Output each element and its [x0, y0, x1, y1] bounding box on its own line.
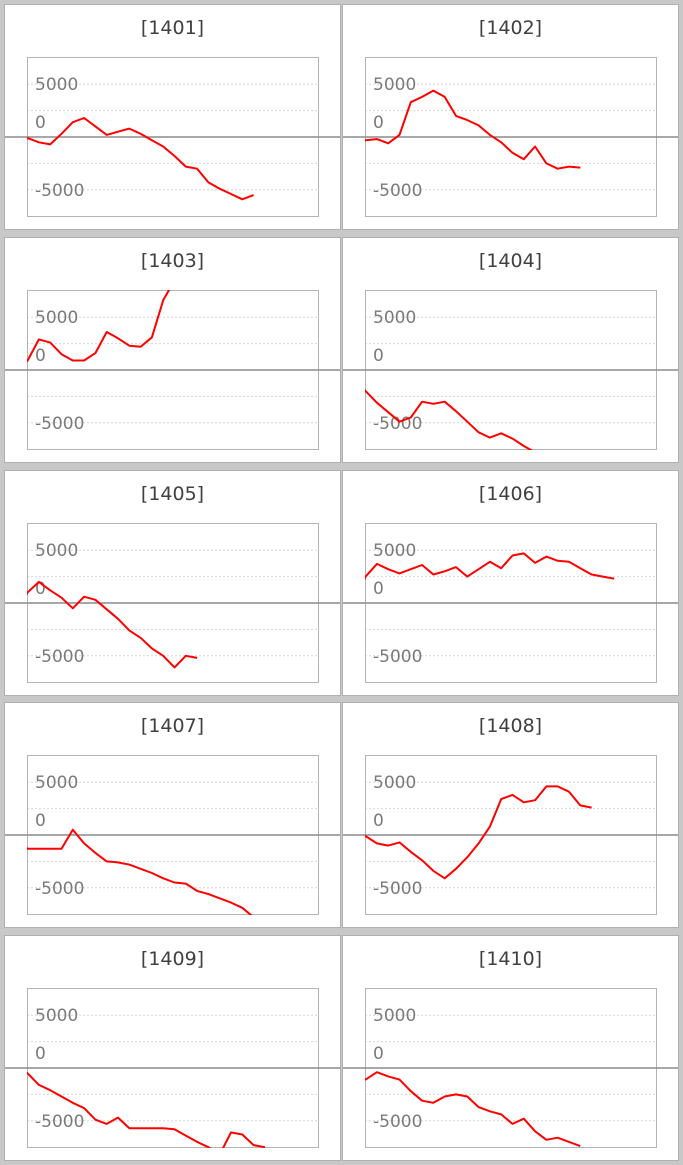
chart-panel: [1406] 5000 0 -5000: [342, 470, 679, 696]
y-tick-label: -5000: [35, 647, 84, 667]
chart-panel: [1404] 5000 0 -5000: [342, 237, 679, 463]
y-tick-label: 5000: [35, 308, 78, 328]
y-tick-label: 0: [373, 579, 384, 599]
line-chart: 5000 0 -5000: [5, 755, 340, 915]
series-line: [365, 785, 592, 880]
y-tick-label: -5000: [373, 1112, 422, 1132]
series-line: [365, 388, 534, 450]
chart-panel: [1405] 5000 0 -5000: [4, 470, 341, 696]
series-line: [365, 89, 581, 170]
chart-title: [1408]: [478, 715, 543, 737]
chart-title: [1402]: [478, 17, 543, 39]
series-line: [27, 580, 198, 669]
y-tick-label: 0: [35, 1044, 46, 1064]
series-line: [27, 117, 254, 201]
chart-title: [1404]: [478, 250, 543, 272]
y-tick-label: 5000: [373, 75, 416, 95]
line-chart: 5000 0 -5000: [343, 290, 678, 450]
line-chart: 5000 0 -5000: [5, 523, 340, 683]
y-tick-label: -5000: [373, 181, 422, 201]
y-tick-label: 0: [35, 346, 46, 366]
y-tick-label: 5000: [35, 541, 78, 561]
line-chart: 5000 0 -5000: [5, 988, 340, 1148]
chart-panel: [1402] 5000 0 -5000: [342, 4, 679, 230]
y-tick-label: -5000: [373, 879, 422, 899]
chart-panel: [1403] 5000 0 -5000: [4, 237, 341, 463]
series-line: [27, 1071, 266, 1148]
y-tick-label: 0: [35, 113, 46, 133]
y-tick-label: -5000: [35, 414, 84, 434]
chart-panel: [1410] 5000 0 -5000: [342, 935, 679, 1161]
chart-title: [1406]: [478, 483, 543, 505]
line-chart: 5000 0 -5000: [5, 290, 340, 450]
y-tick-label: 5000: [35, 773, 78, 793]
line-chart: 5000 0 -5000: [343, 755, 678, 915]
series-line: [365, 552, 615, 581]
y-tick-label: 5000: [373, 308, 416, 328]
chart-title: [1410]: [478, 948, 543, 970]
line-chart: 5000 0 -5000: [343, 57, 678, 217]
chart-title: [1409]: [140, 948, 205, 970]
y-tick-label: 0: [373, 1044, 384, 1064]
y-tick-label: -5000: [35, 1112, 84, 1132]
y-tick-label: 5000: [35, 1006, 78, 1026]
y-tick-label: 5000: [35, 75, 78, 95]
line-chart: 5000 0 -5000: [343, 988, 678, 1148]
line-chart: 5000 0 -5000: [5, 57, 340, 217]
chart-title: [1407]: [140, 715, 205, 737]
y-tick-label: -5000: [373, 647, 422, 667]
y-tick-label: 5000: [373, 773, 416, 793]
y-tick-label: -5000: [35, 181, 84, 201]
line-chart: 5000 0 -5000: [343, 523, 678, 683]
y-tick-label: 0: [373, 811, 384, 831]
chart-panel: [1407] 5000 0 -5000: [4, 702, 341, 928]
series-line: [365, 1071, 581, 1148]
chart-panel: [1408] 5000 0 -5000: [342, 702, 679, 928]
chart-title: [1403]: [140, 250, 205, 272]
y-tick-label: 0: [373, 113, 384, 133]
chart-panel: [1409] 5000 0 -5000: [4, 935, 341, 1161]
y-tick-label: 0: [373, 346, 384, 366]
chart-title: [1401]: [140, 17, 205, 39]
chart-panel: [1401] 5000 0 -5000: [4, 4, 341, 230]
y-tick-label: -5000: [35, 879, 84, 899]
y-tick-label: -5000: [373, 414, 422, 434]
series-line: [27, 828, 253, 915]
y-tick-label: 0: [35, 579, 46, 599]
y-tick-label: 5000: [373, 1006, 416, 1026]
y-tick-label: 0: [35, 811, 46, 831]
y-tick-label: 5000: [373, 541, 416, 561]
chart-title: [1405]: [140, 483, 205, 505]
series-line: [27, 290, 171, 363]
